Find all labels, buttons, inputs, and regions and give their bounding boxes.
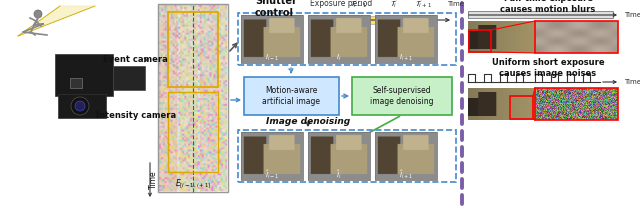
Text: Image denoising: Image denoising xyxy=(266,116,350,125)
Bar xyxy=(158,4,228,192)
Bar xyxy=(241,15,303,63)
Text: Self-supervised
image denoising: Self-supervised image denoising xyxy=(371,86,434,106)
Bar xyxy=(468,11,613,18)
Polygon shape xyxy=(158,4,176,192)
Bar xyxy=(535,21,618,53)
Text: $\mathcal{T}_{i+1}$: $\mathcal{T}_{i+1}$ xyxy=(415,0,432,10)
Text: $\hat{I}_{i-1}$: $\hat{I}_{i-1}$ xyxy=(265,169,279,181)
Bar xyxy=(58,94,106,118)
Bar xyxy=(375,15,437,63)
Bar xyxy=(241,132,303,180)
Bar xyxy=(510,96,533,119)
Bar xyxy=(392,16,430,24)
Text: $I_{i-1}$: $I_{i-1}$ xyxy=(265,53,279,63)
Text: $\mathcal{T}_{i-1}$: $\mathcal{T}_{i-1}$ xyxy=(350,0,367,10)
Bar xyxy=(238,13,456,65)
Polygon shape xyxy=(220,4,228,192)
Text: $\mathcal{T}_i$: $\mathcal{T}_i$ xyxy=(390,0,397,10)
Bar xyxy=(70,78,82,88)
Circle shape xyxy=(71,97,89,115)
Bar xyxy=(308,132,370,180)
Text: $I_i$: $I_i$ xyxy=(336,53,342,63)
Bar xyxy=(168,12,218,87)
Text: Event camera: Event camera xyxy=(103,56,168,64)
Polygon shape xyxy=(180,4,196,192)
Text: Time: Time xyxy=(624,12,640,18)
Text: $\hat{I}_i$: $\hat{I}_i$ xyxy=(336,169,342,181)
Text: Time: Time xyxy=(447,1,464,7)
Text: Intensity camera: Intensity camera xyxy=(96,110,176,120)
Bar xyxy=(308,16,358,24)
Bar xyxy=(244,77,339,115)
Circle shape xyxy=(34,10,42,18)
Polygon shape xyxy=(18,6,95,36)
Text: Motion-aware
artificial image: Motion-aware artificial image xyxy=(262,86,320,106)
Bar xyxy=(352,77,452,115)
Text: Time: Time xyxy=(148,171,157,189)
Polygon shape xyxy=(200,4,216,192)
Text: Time: Time xyxy=(624,79,640,85)
Bar xyxy=(55,54,113,96)
Bar xyxy=(238,130,456,182)
Bar xyxy=(168,92,218,172)
Text: Full-time exposure
causes motion blurs: Full-time exposure causes motion blurs xyxy=(500,0,596,14)
Circle shape xyxy=(75,101,85,111)
Text: Exposure period: Exposure period xyxy=(310,0,372,9)
Bar xyxy=(113,66,145,90)
Text: $E_{[i-1,i+1]}$: $E_{[i-1,i+1]}$ xyxy=(175,177,211,191)
Bar xyxy=(535,88,618,120)
Bar xyxy=(469,30,491,52)
Text: $\hat{I}_{i+1}$: $\hat{I}_{i+1}$ xyxy=(399,169,413,181)
Text: $I_{i+1}$: $I_{i+1}$ xyxy=(399,53,413,63)
Bar xyxy=(308,15,370,63)
Bar xyxy=(362,16,388,24)
Bar xyxy=(375,132,437,180)
Text: Shutter
control: Shutter control xyxy=(255,0,297,18)
Text: Uniform short exposure
causes image noises: Uniform short exposure causes image nois… xyxy=(492,58,604,78)
